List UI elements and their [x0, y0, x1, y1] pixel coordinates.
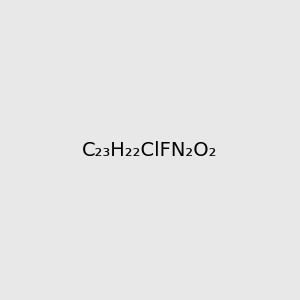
- Text: C₂₃H₂₂ClFN₂O₂: C₂₃H₂₂ClFN₂O₂: [82, 140, 218, 160]
